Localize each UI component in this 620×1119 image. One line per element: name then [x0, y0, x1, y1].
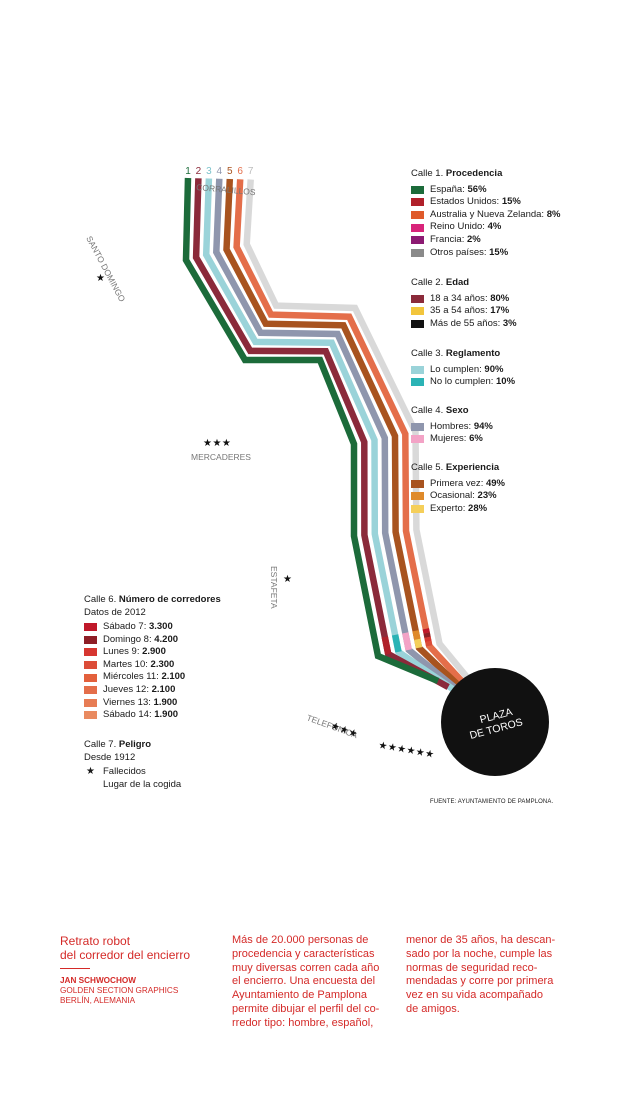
credit-block: Retrato robot del corredor del encierro … — [60, 934, 190, 1007]
legend-calle-5: Calle 5. Experiencia Primera vez: 49% Oc… — [411, 462, 505, 516]
legend-item: Mujeres: 6% — [411, 433, 493, 446]
legend-item: 35 a 54 años: 17% — [411, 305, 517, 318]
body-text-col1: Más de 20.000 personas de procedencia y … — [232, 934, 380, 1029]
lane-2-segment — [381, 636, 392, 655]
legend-item: Otros países: 15% — [411, 246, 560, 259]
legend-calle-7: Calle 7. Peligro Desde 1912 ★ Fallecidos … — [84, 739, 182, 790]
legend-calle-4: Calle 4. Sexo Hombres: 94% Mujeres: 6% — [411, 405, 493, 446]
lane-5-segment — [412, 630, 421, 640]
street-label-mercaderes: MERCADERES — [191, 452, 251, 462]
credit-author: JAN SCHWOCHOW — [60, 976, 136, 985]
legend-item: Viernes 13: 1.900 — [84, 697, 221, 710]
legend-item: Lugar de la cogida — [103, 778, 182, 790]
death-stars-telefonica: ★★★ — [329, 720, 359, 740]
lane-number-2: 2 — [196, 166, 202, 177]
legend-item: Hombres: 94% — [411, 421, 493, 434]
death-stars-estafeta: ★ — [283, 574, 292, 585]
lane-number-5: 5 — [227, 166, 233, 177]
legend-item: Domingo 8: 4.200 — [84, 634, 221, 647]
lane-number-6: 6 — [237, 166, 243, 177]
death-stars-santo-domingo: ★ — [96, 273, 105, 284]
legend-item: Sábado 14: 1.900 — [84, 709, 221, 722]
lane-4-segment — [402, 632, 412, 651]
legend-item: Estados Unidos: 15% — [411, 196, 560, 209]
credit-rule — [60, 968, 90, 969]
lane-number-3: 3 — [206, 166, 212, 177]
legend-item: Más de 55 años: 3% — [411, 318, 517, 331]
legend-item: No lo cumplen: 10% — [411, 376, 515, 389]
lane-number-7: 7 — [248, 166, 254, 177]
legend-item: Lo cumplen: 90% — [411, 364, 515, 377]
legend-item: Martes 10: 2.300 — [84, 659, 221, 672]
body-text-col2: menor de 35 años, ha descan- sado por la… — [406, 934, 556, 1015]
lane-5-segment — [414, 638, 423, 649]
lane-6-segment — [423, 632, 431, 638]
legend-item: Francia: 2% — [411, 234, 560, 247]
legend-item: España: 56% — [411, 184, 560, 197]
credit-org: GOLDEN SECTION GRAPHICS — [60, 986, 179, 996]
legend-item: Primera vez: 49% — [411, 478, 505, 491]
source-note: FUENTE: AYUNTAMIENTO DE PAMPLONA. — [430, 799, 554, 805]
credit-place: BERLÍN, ALEMANIA — [60, 996, 136, 1006]
death-stars-mercaderes: ★★★ — [203, 438, 231, 449]
street-label-estafeta: ESTAFETA — [269, 566, 279, 609]
credit-title-line1: Retrato robot — [60, 934, 131, 948]
tails-group — [381, 628, 433, 655]
legend-item: Australia y Nueva Zelanda: 8% — [411, 209, 560, 222]
legend-item: Lunes 9: 2.900 — [84, 646, 221, 659]
legend-item: 18 a 34 años: 80% — [411, 293, 517, 306]
legend-item: Ocasional: 23% — [411, 490, 505, 503]
plaza-de-toros-circle — [441, 668, 549, 776]
star-icon: ★ — [86, 766, 95, 778]
lane-1 — [182, 177, 440, 684]
street-label-santo-domingo: SANTO DOMINGO — [84, 234, 127, 304]
lane-6-segment — [422, 628, 430, 634]
legend-item: Experto: 28% — [411, 503, 505, 516]
legend-item: ★ Fallecidos — [84, 766, 181, 779]
lane-6-segment — [424, 636, 432, 643]
credit-title-line2: del corredor del encierro — [60, 948, 191, 962]
lane-6-segment — [425, 640, 433, 647]
lane-number-4: 4 — [217, 166, 223, 177]
lanes-group — [182, 177, 503, 719]
lane-number-1: 1 — [185, 166, 191, 177]
legend-calle-2: Calle 2. Edad 18 a 34 años: 80% 35 a 54 … — [411, 277, 517, 331]
legend-item: Reino Unido: 4% — [411, 221, 560, 234]
legend-item: Miércoles 11: 2.100 — [84, 671, 221, 684]
legend-calle-1: Calle 1. Procedencia España: 56% Estados… — [411, 168, 561, 259]
legend-calle-3: Calle 3. Reglamento Lo cumplen: 90% No l… — [411, 348, 516, 389]
legend-item: Jueves 12: 2.100 — [84, 684, 221, 697]
death-stars-plaza: ★★★★★★ — [377, 740, 435, 761]
legend-calle-6: Calle 6. Número de corredores Datos de 2… — [84, 594, 221, 722]
legend-item: Sábado 7: 3.300 — [84, 621, 221, 634]
lane-3-segment — [391, 634, 402, 653]
lane-7 — [243, 179, 503, 719]
